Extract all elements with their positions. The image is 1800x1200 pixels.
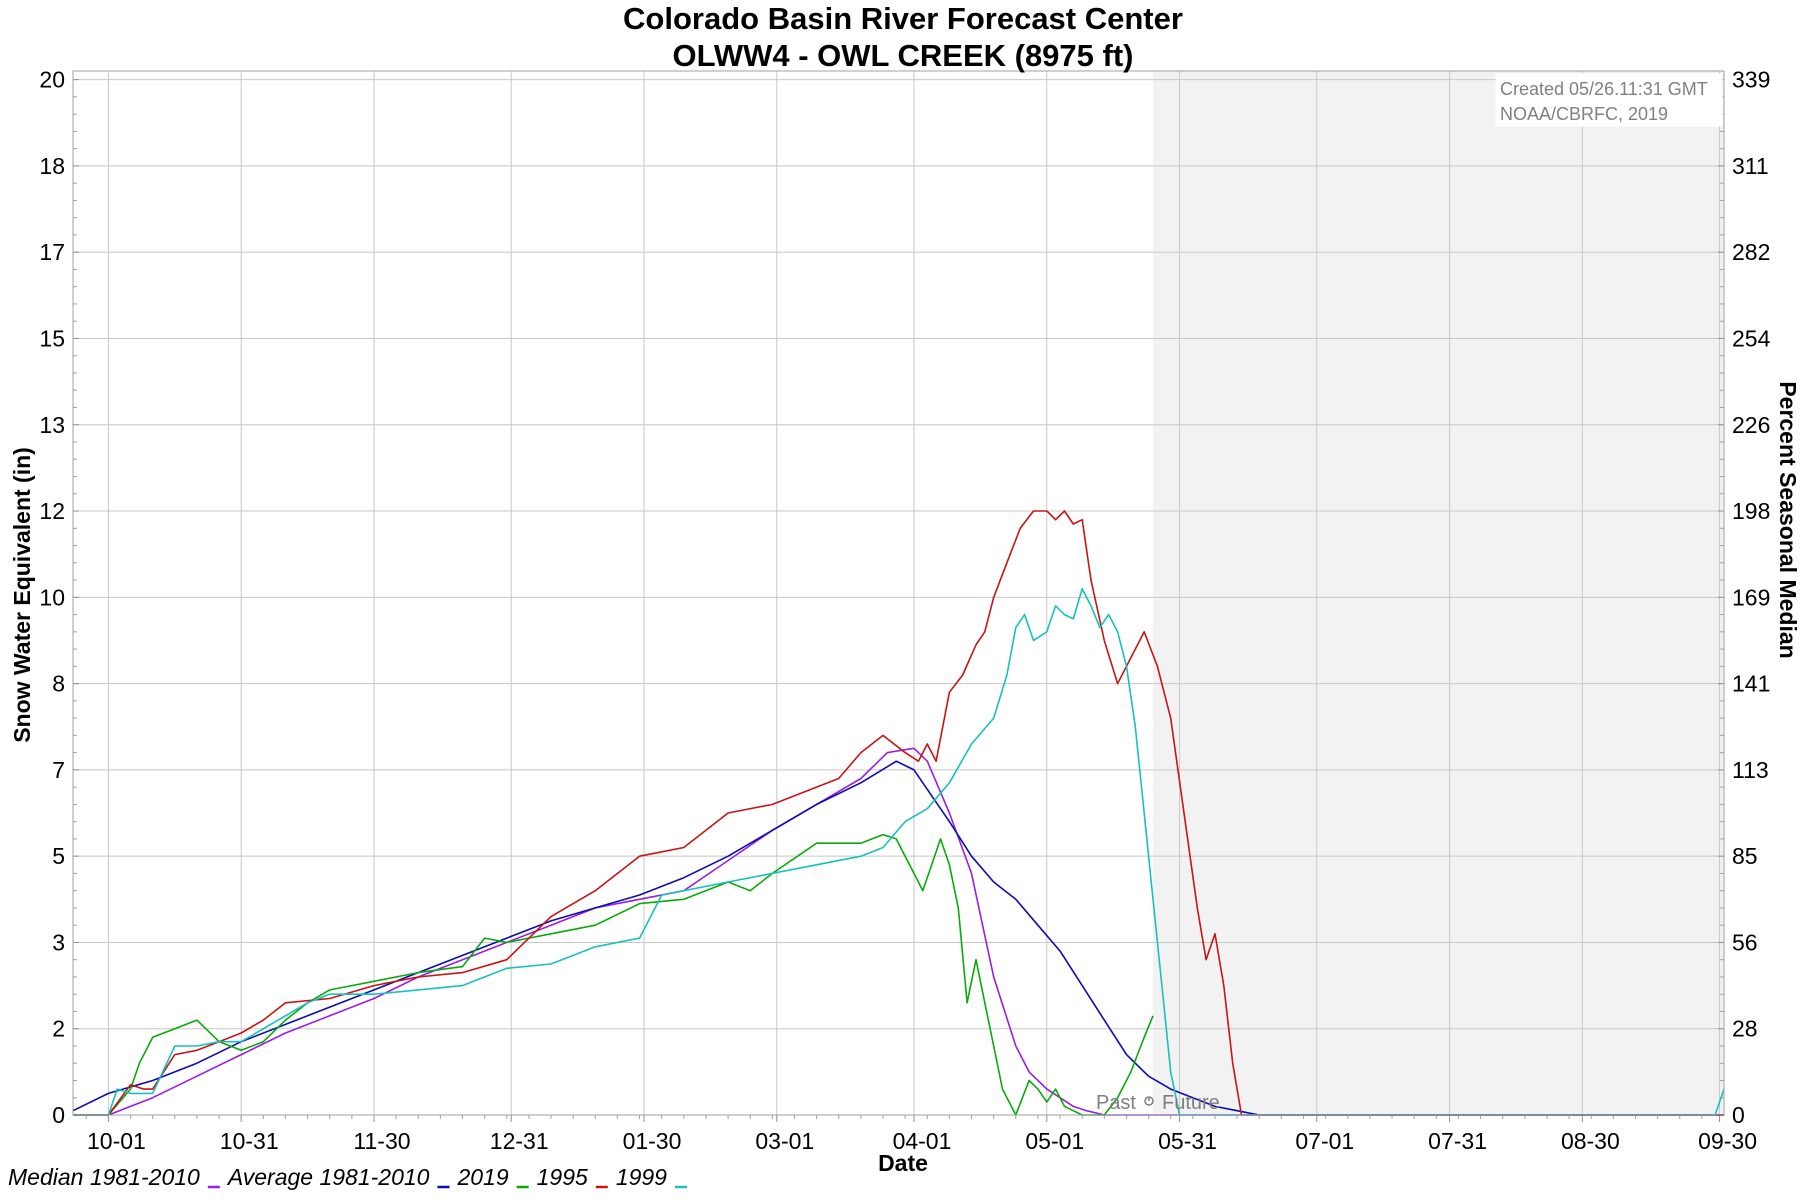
y2-tick-label: 226 bbox=[1732, 412, 1770, 438]
y-tick-label: 10 bbox=[39, 584, 65, 610]
x-tick-label: 10-01 bbox=[87, 1128, 146, 1154]
y2-tick-label: 339 bbox=[1732, 67, 1770, 93]
x-tick-label: 10-31 bbox=[220, 1128, 279, 1154]
y-tick-label: 0 bbox=[52, 1102, 65, 1128]
legend-label: Median 1981-2010 bbox=[8, 1164, 200, 1190]
plot-frame bbox=[72, 70, 1725, 1116]
y2-tick-label: 198 bbox=[1732, 498, 1770, 524]
x-tick-label: 09-30 bbox=[1698, 1128, 1757, 1154]
y-tick-label: 18 bbox=[39, 153, 65, 179]
y2-tick-label: 56 bbox=[1732, 929, 1758, 955]
y2-tick-label: 0 bbox=[1732, 1102, 1745, 1128]
y-tick-label: 15 bbox=[39, 325, 65, 351]
legend-label: 1995 bbox=[537, 1164, 588, 1190]
grid bbox=[73, 71, 1724, 1116]
series-layer bbox=[72, 510, 1725, 1116]
legend: Median 1981-2010 Average 1981-2010 2019 199… bbox=[8, 1164, 687, 1190]
y-tick-label: 17 bbox=[39, 239, 65, 265]
y2-tick-label: 311 bbox=[1732, 153, 1769, 179]
now-marker-icon bbox=[1144, 1096, 1154, 1106]
y-tick-label: 5 bbox=[52, 843, 65, 869]
y-axis-left: 0 2 3 5 7 8 10 12 13 15 17 18 20 bbox=[39, 67, 65, 1128]
x-axis-label: Date bbox=[878, 1150, 928, 1176]
legend-label: 1999 bbox=[616, 1164, 667, 1190]
x-tick-label: 01-30 bbox=[623, 1128, 682, 1154]
series-line-4 bbox=[73, 587, 1725, 1116]
x-axis: 10-01 10-31 11-30 12-31 01-30 03-01 04-01 05-01… bbox=[87, 1128, 1757, 1154]
x-tick-label: 03-01 bbox=[755, 1128, 814, 1154]
y-tick-label: 8 bbox=[52, 671, 65, 697]
y2-tick-label: 141 bbox=[1732, 671, 1770, 697]
x-tick-label: 07-31 bbox=[1428, 1128, 1487, 1154]
x-tick-label: 08-30 bbox=[1561, 1128, 1620, 1154]
x-tick-label: 05-01 bbox=[1025, 1128, 1084, 1154]
y-tick-label: 2 bbox=[52, 1016, 65, 1042]
y2-tick-label: 254 bbox=[1732, 325, 1771, 351]
past-label: Past bbox=[1096, 1092, 1136, 1114]
x-tick-label: 11-30 bbox=[353, 1128, 410, 1154]
credit-agency: NOAA/CBRFC, 2019 bbox=[1500, 104, 1668, 124]
y-tick-label: 20 bbox=[39, 67, 65, 93]
series-line-0 bbox=[73, 747, 1724, 1116]
y2-tick-label: 113 bbox=[1732, 757, 1769, 783]
chart-subtitle: OLWW4 - OWL CREEK (8975 ft) bbox=[672, 38, 1133, 73]
y-tick-label: 13 bbox=[39, 412, 65, 438]
y-axis-label: Snow Water Equivalent (in) bbox=[9, 447, 35, 743]
y-axis-right: 0 28 56 85 113 141 169 198 226 254 282 311 339 bbox=[1732, 67, 1771, 1128]
y-tick-label: 3 bbox=[52, 929, 65, 955]
y2-tick-label: 282 bbox=[1732, 239, 1770, 265]
x-tick-label: 12-31 bbox=[490, 1128, 549, 1154]
legend-label: Average 1981-2010 bbox=[226, 1164, 430, 1190]
y2-axis-label: Percent Seasonal Median bbox=[1775, 381, 1800, 658]
future-label: Future bbox=[1162, 1092, 1220, 1114]
x-tick-label: 07-01 bbox=[1295, 1128, 1354, 1154]
x-tick-label: 04-01 bbox=[893, 1128, 952, 1154]
legend-label: 2019 bbox=[456, 1164, 508, 1190]
chart-title: Colorado Basin River Forecast Center bbox=[623, 1, 1183, 36]
x-tick-label: 05-31 bbox=[1158, 1128, 1217, 1154]
forecast-region bbox=[1153, 71, 1724, 1115]
y2-tick-label: 169 bbox=[1732, 584, 1770, 610]
y-tick-label: 7 bbox=[52, 757, 65, 783]
y-tick-label: 12 bbox=[39, 498, 65, 524]
y2-tick-label: 28 bbox=[1732, 1016, 1758, 1042]
credit-box bbox=[1495, 73, 1723, 127]
series-line-3 bbox=[73, 510, 1724, 1116]
series-line-1 bbox=[72, 760, 1724, 1116]
credit-created: Created 05/26.11:31 GMT bbox=[1500, 79, 1708, 99]
series-line-2 bbox=[73, 833, 1154, 1116]
y2-tick-label: 85 bbox=[1732, 843, 1758, 869]
